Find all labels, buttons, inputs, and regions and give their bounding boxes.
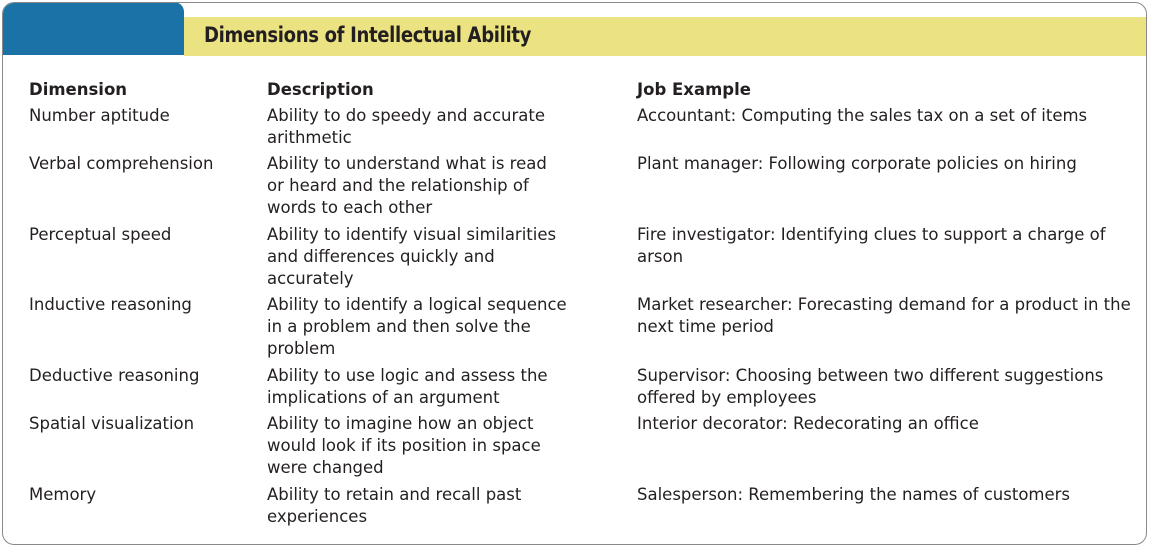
row-1-dimension: Number aptitude xyxy=(29,106,170,125)
row-7-job-example: Salesperson: Remembering the names of cu… xyxy=(637,485,1071,504)
row-5-description: Ability to use logic and assess the impl… xyxy=(267,366,548,407)
column-header-job-example: Job Example xyxy=(637,80,751,99)
row-4-description: Ability to identify a logical sequence i… xyxy=(267,295,567,358)
column-header-description: Description xyxy=(267,80,374,99)
row-5-job-example: Supervisor: Choosing between two differe… xyxy=(637,366,1104,407)
row-2-job-example: Plant manager: Following corporate polic… xyxy=(637,154,1077,173)
table-title: Dimensions of Intellectual Ability xyxy=(204,23,532,47)
row-6-dimension: Spatial visualization xyxy=(29,414,195,433)
row-2-dimension: Verbal comprehension xyxy=(29,154,214,173)
row-6-job-example: Interior decorator: Redecorating an offi… xyxy=(637,414,979,433)
row-1-description: Ability to do speedy and accurate arithm… xyxy=(267,106,545,147)
row-3-dimension: Perceptual speed xyxy=(29,225,172,244)
row-3-description: Ability to identify visual similarities … xyxy=(267,225,557,288)
row-6-description: Ability to imagine how an object would l… xyxy=(267,414,541,477)
row-2-description: Ability to understand what is read or he… xyxy=(267,154,547,217)
row-1-job-example: Accountant: Computing the sales tax on a… xyxy=(637,106,1088,125)
row-4-dimension: Inductive reasoning xyxy=(29,295,192,314)
row-4-job-example: Market researcher: Forecasting demand fo… xyxy=(637,295,1131,336)
header-tab-block xyxy=(3,3,184,55)
row-5-dimension: Deductive reasoning xyxy=(29,366,200,385)
column-header-dimension: Dimension xyxy=(29,80,128,99)
row-7-dimension: Memory xyxy=(29,485,97,504)
row-7-description: Ability to retain and recall past experi… xyxy=(267,485,522,526)
row-3-job-example: Fire investigator: Identifying clues to … xyxy=(637,225,1106,266)
title-band: Dimensions of Intellectual Ability xyxy=(184,17,1146,56)
